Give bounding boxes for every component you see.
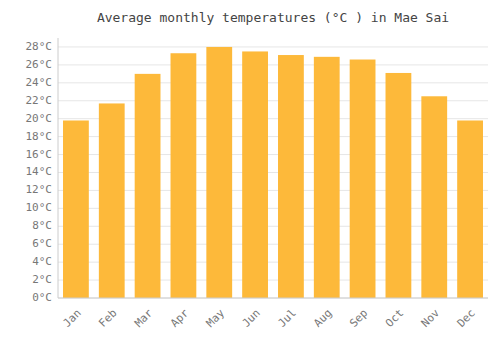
y-tick-label: 24°C [26, 76, 53, 89]
y-tick-label: 0°C [32, 291, 52, 304]
y-tick-label: 4°C [32, 255, 52, 268]
x-tick-label: Mar [132, 306, 156, 330]
x-tick-label: Dec [455, 307, 478, 330]
x-tick-labels: Jan Feb Mar Apr May Jun Jul Aug Sep Oct Nov Dec [60, 306, 477, 330]
bar [386, 73, 412, 298]
grid-line [58, 298, 488, 299]
x-tick-label: Jan [60, 307, 83, 330]
chart-container: 0°C 2°C 4°C 6°C 8°C 10°C 12°C 14°C 16°C 18°C 20°C 2… [0, 0, 500, 350]
x-tick-label: Jun [240, 307, 263, 330]
bars [63, 47, 483, 298]
grid [58, 47, 488, 298]
x-axis-line [58, 298, 488, 299]
bar [135, 74, 161, 298]
bar [63, 120, 89, 298]
y-tick-label: 22°C [26, 94, 53, 107]
bar [242, 51, 268, 298]
y-tick-label: 26°C [26, 58, 53, 71]
title: Average monthly temperatures (°C ) in Ma… [97, 10, 449, 25]
y-tick-label: 14°C [26, 165, 53, 178]
grid-line [58, 46, 488, 47]
y-tick-label: 8°C [32, 219, 52, 232]
y-tick-label: 20°C [26, 112, 53, 125]
bar [171, 53, 197, 298]
chart-svg: 0°C 2°C 4°C 6°C 8°C 10°C 12°C 14°C 16°C 18°C 20°C 2… [0, 0, 500, 350]
bar [314, 57, 340, 298]
x-tick-label: Nov [419, 306, 443, 330]
bar [278, 55, 304, 298]
x-tick-label: Sep [347, 307, 370, 330]
bar [206, 47, 232, 298]
x-tick-label: Oct [383, 307, 406, 330]
bar [350, 60, 376, 298]
x-tick-label: Feb [96, 307, 119, 330]
grid-line [58, 64, 488, 65]
x-tick-label: Jul [275, 307, 298, 330]
y-tick-label: 2°C [32, 273, 52, 286]
bar [421, 96, 447, 298]
y-tick-label: 6°C [32, 237, 52, 250]
y-tick-label: 18°C [26, 130, 53, 143]
y-tick-label: 12°C [26, 183, 53, 196]
x-tick-label: Apr [168, 306, 192, 330]
y-axis-line [58, 38, 59, 298]
x-tick-label: May [204, 306, 228, 330]
bar [99, 103, 125, 298]
y-tick-label: 28°C [26, 40, 53, 53]
x-tick-label: Aug [311, 307, 334, 330]
bar [457, 120, 483, 298]
y-tick-label: 16°C [26, 148, 53, 161]
grid-line [58, 82, 488, 83]
y-tick-label: 10°C [26, 201, 53, 214]
y-tick-labels: 0°C 2°C 4°C 6°C 8°C 10°C 12°C 14°C 16°C 18°C 20°C 2… [26, 40, 53, 304]
